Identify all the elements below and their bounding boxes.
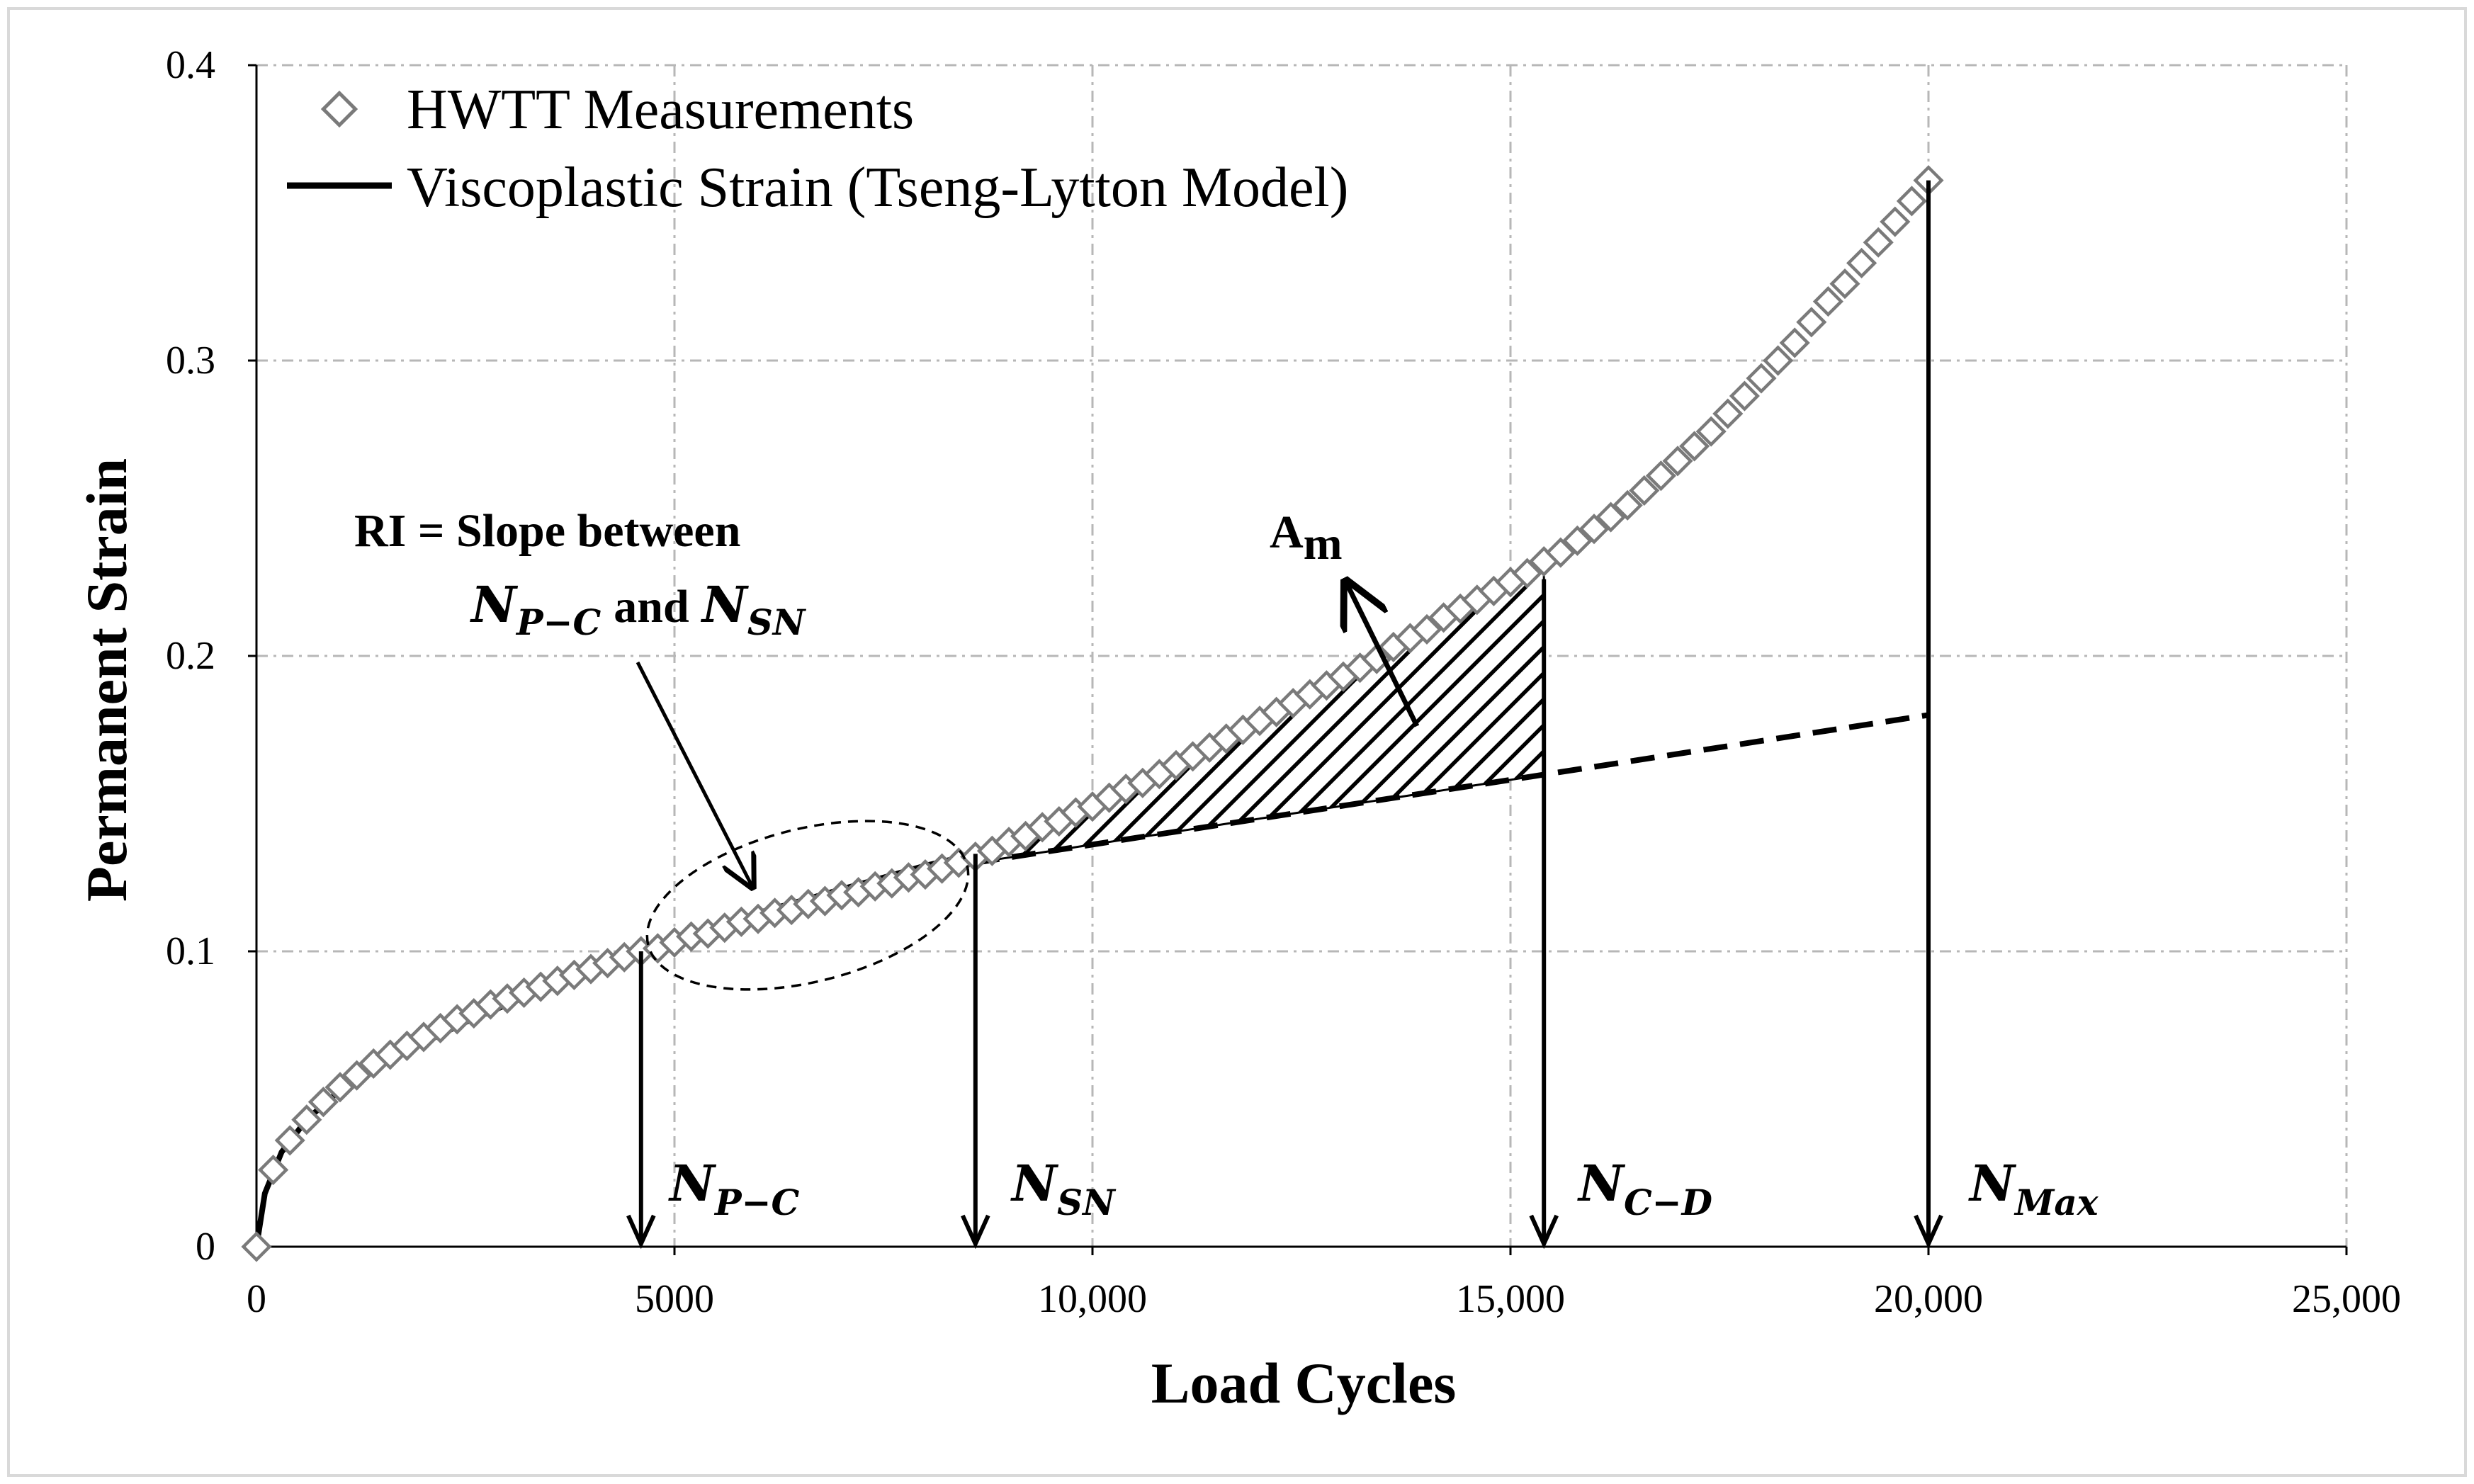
tangent-line-layer <box>975 712 1929 866</box>
data-point <box>258 1155 289 1186</box>
x-tick-label: 0 <box>247 1277 266 1321</box>
data-point <box>324 1072 356 1103</box>
x-tick-label: 20,000 <box>1874 1277 1983 1321</box>
x-tick-label: 15,000 <box>1456 1277 1565 1321</box>
data-point <box>1729 380 1760 412</box>
data-point <box>1712 398 1744 429</box>
data-point <box>1779 327 1810 358</box>
cycle-marker-arrows <box>626 180 1943 1250</box>
marker-arrowhead-npc <box>626 1214 656 1250</box>
data-point <box>1695 416 1727 447</box>
data-point <box>241 1231 272 1262</box>
data-point <box>1595 502 1627 533</box>
ri-ellipse <box>645 820 970 991</box>
area-label: Am <box>1270 506 1343 570</box>
y-tick-label: 0 <box>196 1225 215 1269</box>
y-tick-labels: 0 0.1 0.2 0.3 0.4 <box>166 43 215 1269</box>
data-point <box>1512 557 1543 589</box>
data-point <box>274 1125 305 1156</box>
marker-label-nsn: NSN <box>1010 1154 1117 1223</box>
data-point <box>1545 537 1576 568</box>
marker-label-npc: NP−C <box>668 1154 799 1223</box>
ri-n2-main: N <box>701 575 750 634</box>
y-tick-label: 0.1 <box>166 929 215 973</box>
x-tick-labels: 0 5000 10,000 15,000 20,000 25,000 <box>247 1277 2401 1321</box>
marker-arrowhead-nmax <box>1914 1214 1943 1250</box>
data-point <box>1629 475 1660 506</box>
data-point <box>1812 286 1843 317</box>
data-point <box>1863 227 1894 258</box>
ri-annotation: RI = Slope between NP−C and NSN <box>354 505 970 991</box>
y-axis-title: Permanent Strain <box>74 458 139 902</box>
measurement-points-layer <box>241 165 1944 1262</box>
area-label-main: A <box>1270 506 1304 558</box>
marker-label-nmax: NMax <box>1968 1154 2099 1223</box>
data-point <box>1679 431 1710 462</box>
y-tick-label: 0.2 <box>166 634 215 678</box>
ri-and: and <box>614 581 689 633</box>
x-axis-title: Load Cycles <box>1151 1351 1457 1415</box>
data-point <box>1578 514 1610 545</box>
ri-annotation-line1: RI = Slope between <box>354 505 740 557</box>
data-point <box>1796 307 1827 338</box>
data-point <box>1829 268 1860 300</box>
area-pointer-arrow <box>1346 582 1420 727</box>
data-point <box>291 1104 322 1135</box>
ri-n1-main: N <box>470 575 519 634</box>
ri-n2-sub: SN <box>747 601 807 643</box>
cycle-marker-labels: NP−C NSN NC−D NMax <box>668 1154 2099 1223</box>
data-point <box>1746 363 1777 394</box>
marker-label-ncd: NC−D <box>1577 1154 1712 1223</box>
area-label-sub: m <box>1304 518 1343 570</box>
tangent-line <box>975 712 1929 866</box>
data-point <box>1411 613 1442 645</box>
ri-annotation-line2: NP−C and NSN <box>470 575 807 643</box>
legend-marker-diamond <box>320 90 358 128</box>
x-tick-label: 25,000 <box>2292 1277 2401 1321</box>
data-point <box>341 1060 373 1091</box>
data-point <box>1561 525 1593 556</box>
data-point <box>1645 460 1676 492</box>
marker-arrowhead-ncd <box>1529 1214 1559 1250</box>
ri-n1-sub: P−C <box>515 601 601 643</box>
x-tick-label: 5000 <box>635 1277 714 1321</box>
data-point <box>1896 186 1927 217</box>
data-point <box>1846 247 1877 278</box>
data-point <box>307 1087 339 1118</box>
area-annotation: Am <box>1270 506 1420 727</box>
x-tick-label: 10,000 <box>1038 1277 1147 1321</box>
data-point <box>1880 206 1911 237</box>
legend-label-model: Viscoplastic Strain (Tseng-Lytton Model) <box>407 157 1348 219</box>
legend-label-measurements: HWTT Measurements <box>407 79 914 141</box>
y-tick-label: 0.3 <box>166 339 215 383</box>
legend: HWTT Measurements Viscoplastic Strain (T… <box>287 79 1348 219</box>
data-point <box>1763 345 1794 376</box>
marker-arrowhead-nsn <box>961 1214 990 1250</box>
y-tick-label: 0.4 <box>166 43 215 87</box>
data-point <box>1612 489 1643 521</box>
data-point <box>1662 446 1693 477</box>
